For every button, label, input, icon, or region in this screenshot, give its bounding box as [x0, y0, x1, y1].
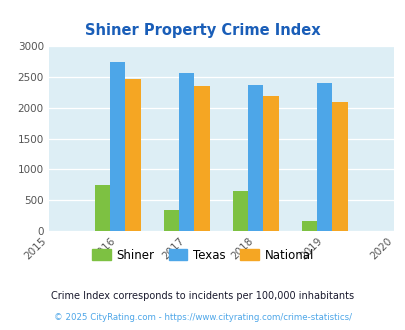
Bar	[247, 85, 263, 231]
Bar	[179, 73, 194, 231]
Legend: Shiner, Texas, National: Shiner, Texas, National	[87, 244, 318, 266]
Bar	[232, 191, 247, 231]
Text: Shiner Property Crime Index: Shiner Property Crime Index	[85, 23, 320, 38]
Bar	[316, 83, 332, 231]
Text: © 2025 CityRating.com - https://www.cityrating.com/crime-statistics/: © 2025 CityRating.com - https://www.city…	[54, 313, 351, 322]
Bar	[263, 96, 278, 231]
Bar	[125, 79, 140, 231]
Bar	[164, 210, 179, 231]
Bar	[95, 185, 110, 231]
Bar	[301, 221, 316, 231]
Bar	[332, 102, 347, 231]
Bar	[110, 62, 125, 231]
Text: Crime Index corresponds to incidents per 100,000 inhabitants: Crime Index corresponds to incidents per…	[51, 291, 354, 301]
Bar	[194, 85, 209, 231]
